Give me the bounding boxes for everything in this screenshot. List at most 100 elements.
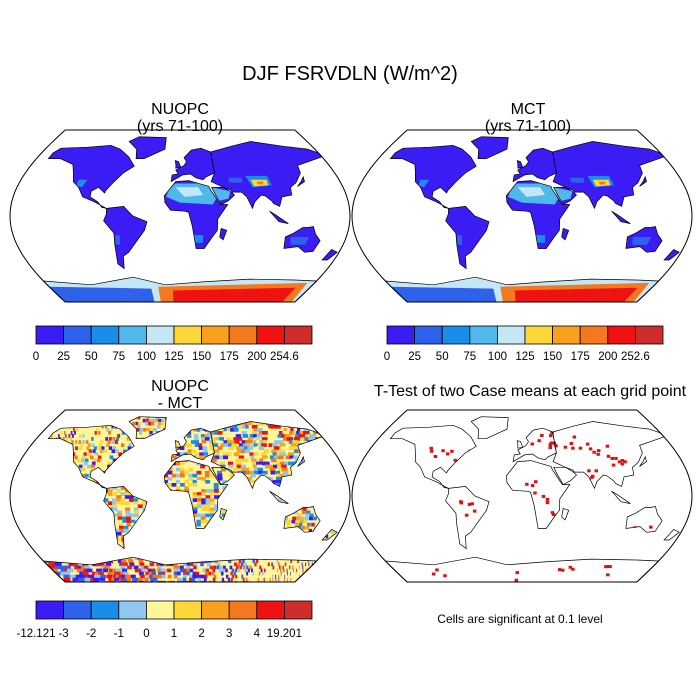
diff-cell — [43, 443, 46, 447]
significant-cell — [572, 435, 577, 439]
diff-cell — [128, 443, 132, 447]
diff-cell — [249, 541, 253, 545]
diff-cell — [323, 507, 328, 512]
diff-cell — [49, 507, 55, 512]
diff-cell — [92, 556, 98, 561]
diff-cell — [78, 574, 86, 579]
diff-cell — [268, 483, 274, 487]
diff-cell — [71, 418, 73, 423]
diff-cell — [223, 428, 229, 432]
diff-cell — [199, 455, 205, 460]
diff-cell — [142, 418, 146, 423]
diff-cell — [302, 553, 304, 557]
diff-cell — [232, 424, 238, 429]
diff-cell — [278, 421, 286, 426]
diff-cell — [137, 424, 141, 429]
diff-cell — [154, 504, 160, 509]
diff-cell — [281, 434, 288, 438]
diff-cell — [286, 489, 291, 493]
diff-cell — [74, 455, 78, 460]
diff-cell — [138, 470, 144, 475]
diff-cell — [59, 476, 64, 481]
diff-cell — [48, 522, 55, 527]
diff-cell — [335, 467, 338, 472]
diff-cell — [20, 511, 26, 515]
diff-cell — [284, 528, 289, 533]
diff-cell — [206, 424, 211, 429]
diff-cell — [315, 501, 321, 506]
diff-cell — [320, 443, 327, 447]
diff-cell — [70, 431, 73, 435]
diff-cell — [63, 431, 66, 435]
diff-cell — [95, 528, 101, 533]
diff-cell — [83, 461, 88, 466]
diff-cell — [150, 577, 155, 582]
diff-cell — [50, 513, 56, 518]
diff-cell — [188, 486, 194, 490]
diff-cell — [183, 538, 189, 542]
diff-cell — [288, 440, 295, 444]
diff-cell — [307, 492, 313, 496]
diff-cell — [100, 565, 107, 570]
coastline-na — [389, 424, 477, 489]
diff-cell — [272, 431, 279, 435]
diff-cell — [233, 571, 236, 576]
field-region-1 — [175, 187, 204, 197]
diff-cell — [273, 446, 280, 450]
diff-cell — [105, 473, 110, 478]
diff-cell — [135, 528, 141, 533]
diff-cell — [113, 516, 119, 521]
diff-cell — [91, 507, 97, 512]
diff-cell — [75, 528, 82, 533]
diff-cell — [146, 516, 152, 521]
diff-cell — [122, 421, 126, 426]
diff-cell — [294, 498, 300, 502]
diff-cell — [201, 492, 207, 496]
diff-cell — [75, 440, 78, 444]
diff-cell — [108, 437, 112, 441]
diff-cell — [80, 473, 85, 478]
diff-cell — [149, 428, 154, 432]
diff-cell — [54, 443, 57, 447]
diff-cell — [226, 489, 232, 493]
diff-cell — [271, 458, 277, 463]
diff-cell — [238, 513, 243, 518]
diff-cell — [180, 504, 185, 509]
significant-cell — [569, 442, 574, 445]
diff-cell — [140, 553, 146, 557]
diff-cell — [169, 550, 174, 554]
diff-cell — [220, 461, 226, 466]
diff-cell — [171, 507, 177, 512]
colorbar-swatch — [441, 325, 471, 345]
diff-cell — [129, 489, 134, 493]
diff-cell — [215, 556, 219, 561]
significant-cell — [571, 446, 575, 450]
diff-cell — [247, 479, 253, 484]
diff-cell — [70, 483, 75, 487]
diff-cell — [251, 507, 257, 512]
diff-cell — [108, 479, 114, 484]
field-antarctic-max — [172, 287, 296, 302]
diff-cell — [163, 479, 168, 484]
diff-cell — [121, 431, 125, 435]
diff-cell — [276, 476, 282, 481]
diff-cell — [87, 547, 93, 551]
diff-cell — [100, 544, 107, 548]
diff-cell — [33, 452, 36, 456]
diff-cell — [249, 522, 254, 527]
diff-cell — [82, 492, 88, 496]
diff-cell — [111, 464, 116, 469]
diff-cell — [317, 476, 324, 481]
diff-cell — [213, 547, 218, 551]
diff-cell — [180, 424, 184, 429]
diff-cell — [90, 455, 94, 460]
diff-cell — [222, 568, 225, 573]
diff-cell — [95, 510, 102, 515]
diff-cell — [339, 514, 343, 518]
diff-cell — [198, 547, 203, 551]
diff-cell — [324, 495, 330, 499]
diff-cell — [180, 510, 185, 515]
diff-cell — [175, 492, 181, 496]
diff-cell — [64, 531, 71, 536]
diff-cell — [140, 574, 145, 579]
